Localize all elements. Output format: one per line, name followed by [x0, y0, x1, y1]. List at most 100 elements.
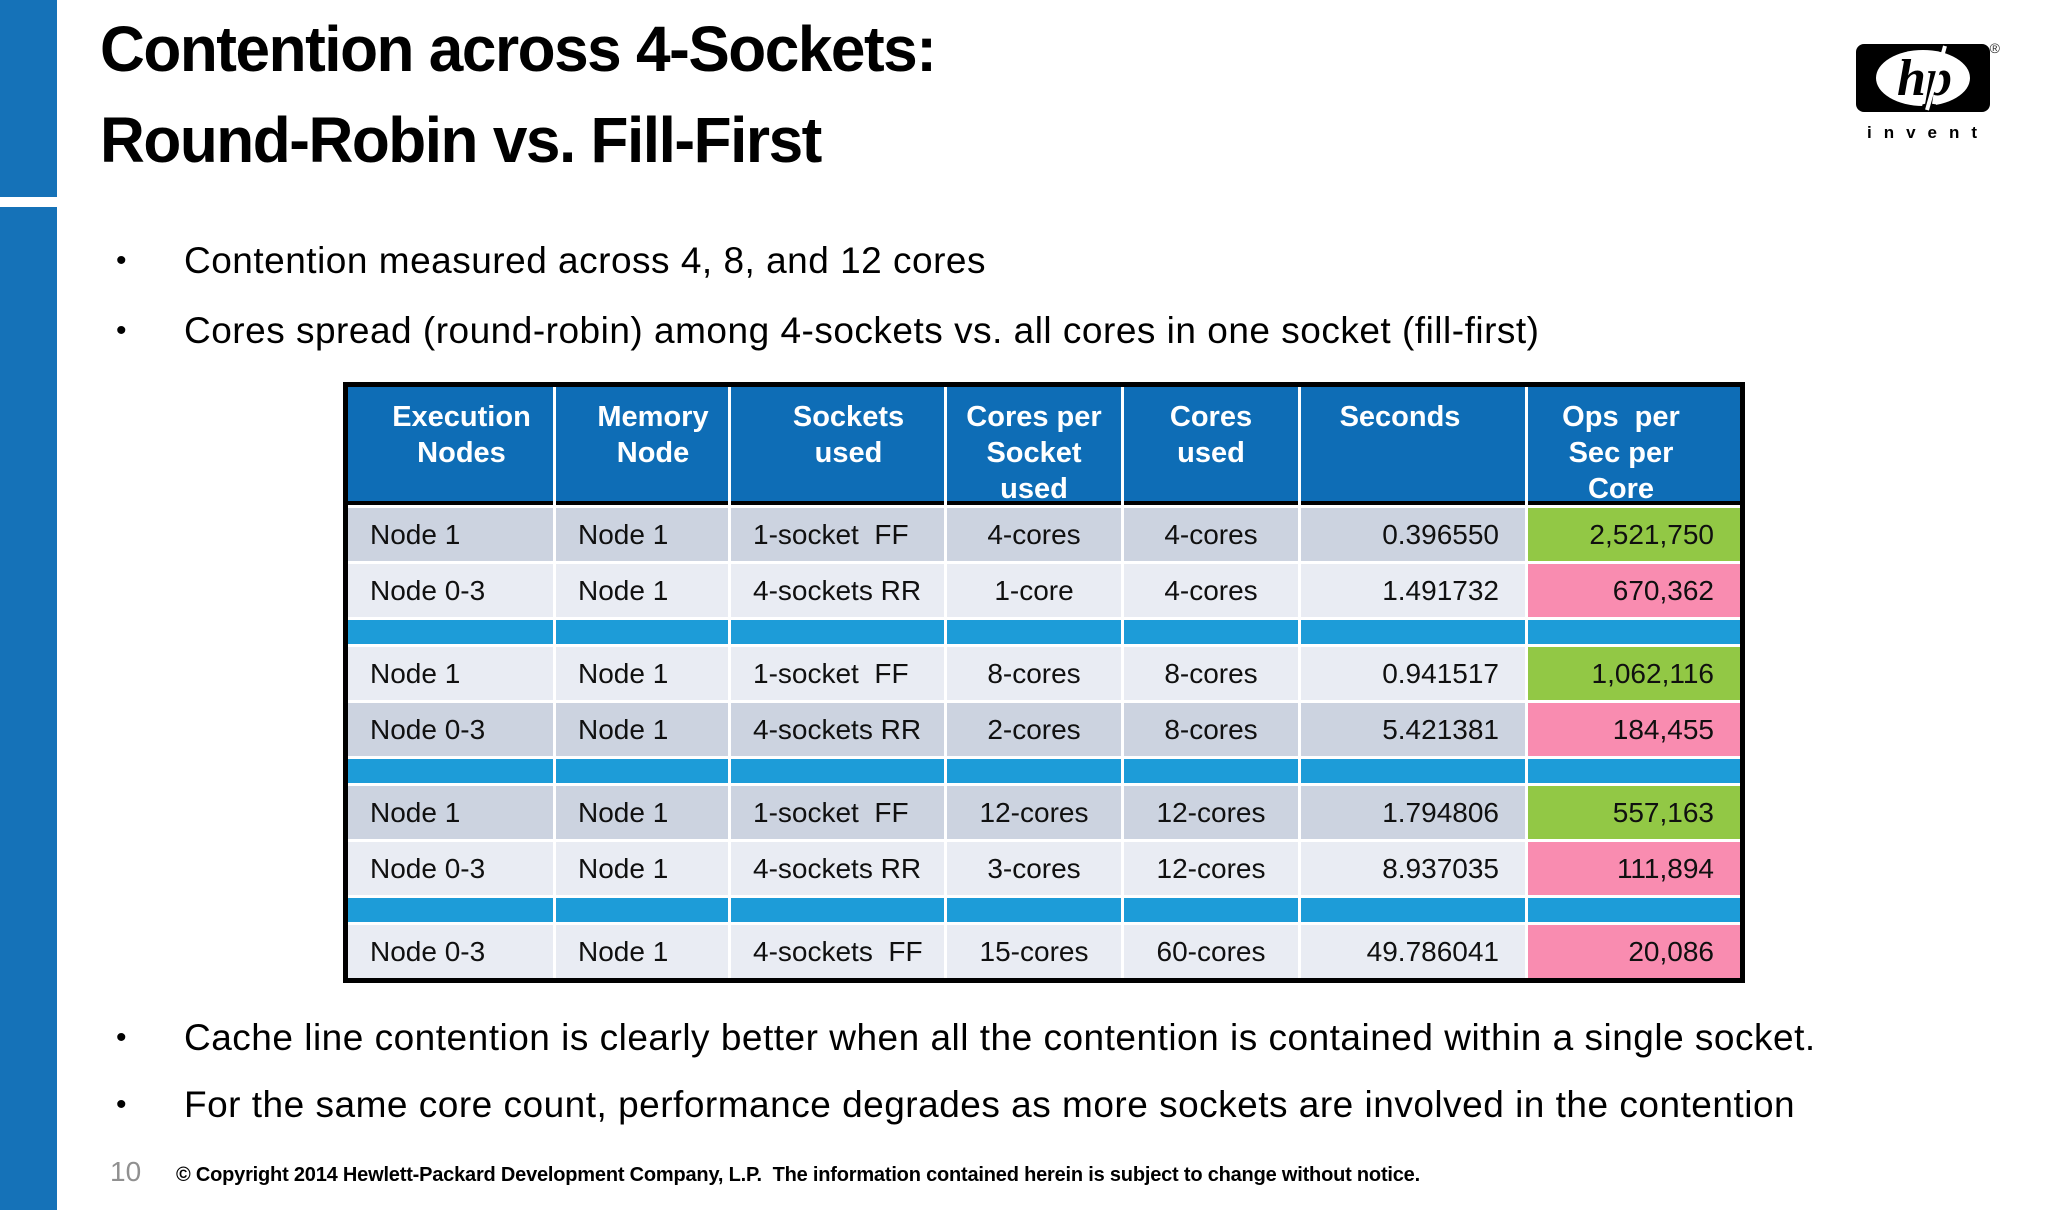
separator-cell — [1124, 620, 1298, 644]
table-cell: 1-socket FF — [731, 508, 944, 561]
separator-cell — [348, 759, 553, 783]
bullet-dot-icon: • — [116, 314, 127, 347]
separator-cell — [947, 620, 1121, 644]
page-title-line1: Contention across 4-Sockets: — [100, 13, 937, 85]
table-cell: Node 0-3 — [348, 842, 553, 895]
left-accent-bar-top — [0, 0, 57, 197]
bullet-text: For the same core count, performance deg… — [184, 1083, 1796, 1125]
separator-cell — [1301, 620, 1525, 644]
table-cell: Node 0-3 — [348, 925, 553, 978]
table-cell: 49.786041 — [1301, 925, 1525, 978]
table-cell: 557,163 — [1528, 786, 1740, 839]
table-cell: 60-cores — [1124, 925, 1298, 978]
table-cell: 4-sockets RR — [731, 703, 944, 756]
table-header-cell: Execution Nodes — [348, 387, 553, 505]
table-cell: Node 1 — [556, 564, 728, 617]
hp-invent-logo: ® hp invent — [1850, 40, 2000, 143]
table-cell: 8-cores — [947, 647, 1121, 700]
table-cell: 1,062,116 — [1528, 647, 1740, 700]
table-cell: 4-cores — [1124, 564, 1298, 617]
separator-cell — [947, 759, 1121, 783]
table-cell: 8.937035 — [1301, 842, 1525, 895]
bullet-list-bottom: • Cache line contention is clearly better… — [116, 1004, 1816, 1138]
table-cell: 670,362 — [1528, 564, 1740, 617]
table-cell: 184,455 — [1528, 703, 1740, 756]
bullet-dot-icon: • — [116, 1020, 127, 1054]
table-cell: 2-cores — [947, 703, 1121, 756]
separator-cell — [1301, 759, 1525, 783]
table-header-cell: Ops per Sec per Core — [1528, 387, 1740, 505]
separator-cell — [1528, 759, 1740, 783]
bullet-dot-icon: • — [116, 244, 127, 277]
bullet-text: Cache line contention is clearly better … — [184, 1016, 1816, 1058]
separator-cell — [1124, 759, 1298, 783]
table-cell: Node 1 — [556, 647, 728, 700]
table-cell: 2,521,750 — [1528, 508, 1740, 561]
table-cell: 1.491732 — [1301, 564, 1525, 617]
table-cell: 12-cores — [947, 786, 1121, 839]
left-accent-bar-bottom — [0, 207, 57, 1210]
page-title: Contention across 4-Sockets: Round-Robin… — [100, 4, 937, 186]
table-cell: 4-sockets RR — [731, 842, 944, 895]
table-cell: Node 1 — [348, 508, 553, 561]
table-cell: Node 0-3 — [348, 564, 553, 617]
separator-cell — [731, 620, 944, 644]
table-header-cell: Memory Node — [556, 387, 728, 505]
separator-cell — [1528, 620, 1740, 644]
table-cell: Node 1 — [556, 508, 728, 561]
page-number: 10 — [110, 1156, 142, 1187]
separator-cell — [731, 898, 944, 922]
separator-cell — [947, 898, 1121, 922]
table-cell: Node 1 — [556, 842, 728, 895]
bullet-list-top: • Contention measured across 4, 8, and 12… — [116, 226, 1540, 366]
table-cell: Node 1 — [556, 925, 728, 978]
bullet-item: • Cores spread (round-robin) among 4-sock… — [116, 296, 1540, 366]
table-cell: Node 1 — [348, 647, 553, 700]
separator-cell — [556, 759, 728, 783]
table-header-cell: Seconds — [1301, 387, 1525, 505]
table-cell: 1-socket FF — [731, 786, 944, 839]
table-cell: Node 1 — [556, 703, 728, 756]
contention-results-table: Execution Nodes Memory Node Sockets used Co… — [343, 382, 1745, 983]
svg-text:hp: hp — [1897, 50, 1952, 107]
separator-cell — [348, 898, 553, 922]
separator-cell — [556, 898, 728, 922]
table-cell: 4-cores — [947, 508, 1121, 561]
table-cell: 0.396550 — [1301, 508, 1525, 561]
table-cell: Node 1 — [348, 786, 553, 839]
table-cell: 20,086 — [1528, 925, 1740, 978]
table-cell: 12-cores — [1124, 842, 1298, 895]
separator-cell — [731, 759, 944, 783]
table-cell: 12-cores — [1124, 786, 1298, 839]
bullet-item: • For the same core count, performance de… — [116, 1071, 1816, 1138]
table-header-cell: Sockets used — [731, 387, 944, 505]
bullet-text: Cores spread (round-robin) among 4-socke… — [184, 310, 1540, 351]
table-cell: 1.794806 — [1301, 786, 1525, 839]
table-header-cell: Cores per Socket used — [947, 387, 1121, 505]
bullet-item: • Contention measured across 4, 8, and 12… — [116, 226, 1540, 296]
table-cell: 4-sockets FF — [731, 925, 944, 978]
table-cell: 4-cores — [1124, 508, 1298, 561]
separator-cell — [348, 620, 553, 644]
table-cell: 111,894 — [1528, 842, 1740, 895]
table-cell: 0.941517 — [1301, 647, 1525, 700]
table-cell: 4-sockets RR — [731, 564, 944, 617]
table-header-cell: Cores used — [1124, 387, 1298, 505]
separator-cell — [1301, 898, 1525, 922]
copyright-text: © Copyright 2014 Hewlett-Packard Develop… — [176, 1164, 1420, 1186]
table-cell: 1-socket FF — [731, 647, 944, 700]
separator-cell — [556, 620, 728, 644]
table-cell: 5.421381 — [1301, 703, 1525, 756]
table-cell: 1-core — [947, 564, 1121, 617]
table-cell: 8-cores — [1124, 647, 1298, 700]
table-cell: 15-cores — [947, 925, 1121, 978]
bullet-text: Contention measured across 4, 8, and 12 … — [184, 240, 987, 281]
separator-cell — [1124, 898, 1298, 922]
table-cell: Node 0-3 — [348, 703, 553, 756]
hp-logo-icon: hp — [1856, 44, 1990, 112]
page-title-line2: Round-Robin vs. Fill-First — [100, 104, 822, 176]
table-cell: 8-cores — [1124, 703, 1298, 756]
table-cell: 3-cores — [947, 842, 1121, 895]
bullet-item: • Cache line contention is clearly better… — [116, 1004, 1816, 1071]
